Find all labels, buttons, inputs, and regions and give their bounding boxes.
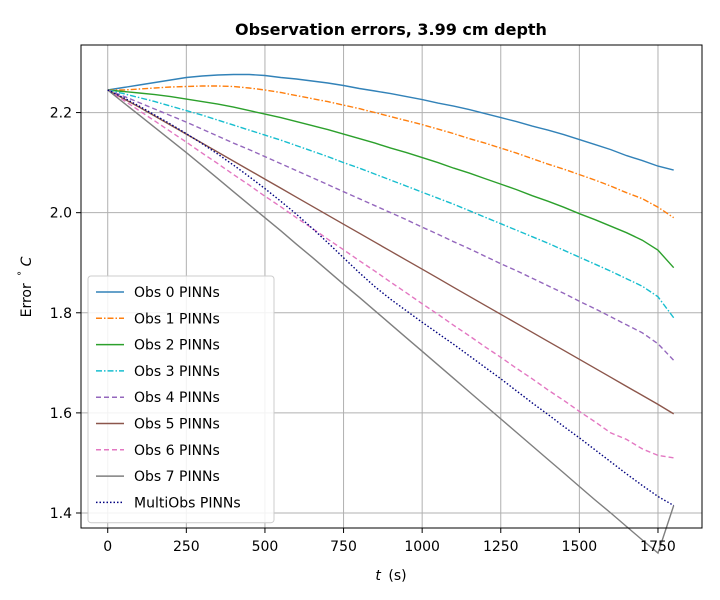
legend-label: Obs 7 PINNs bbox=[134, 469, 220, 485]
series-line-1 bbox=[107, 85, 675, 219]
x-tick-label: 1000 bbox=[404, 539, 440, 555]
plot-frame bbox=[80, 44, 703, 529]
legend-label: Obs 6 PINNs bbox=[134, 443, 220, 459]
legend-label: Obs 2 PINNs bbox=[134, 338, 220, 354]
x-tick-label: 1750 bbox=[640, 539, 676, 555]
series-line-8 bbox=[107, 89, 675, 507]
y-tick-label: 2.2 bbox=[50, 106, 72, 122]
legend-label: Obs 3 PINNs bbox=[134, 364, 220, 380]
y-tick-label: 1.4 bbox=[50, 506, 72, 522]
y-axis-title: Error bbox=[19, 283, 35, 317]
series-line-2 bbox=[107, 89, 675, 269]
series-line-6 bbox=[107, 89, 674, 459]
y-tick-label: 1.6 bbox=[50, 406, 72, 422]
series-line-0 bbox=[107, 73, 674, 171]
y-tick-label: 1.8 bbox=[50, 306, 72, 322]
x-tick-label: 500 bbox=[252, 539, 279, 555]
x-axis-variable: t bbox=[375, 568, 381, 584]
legend-label: Obs 4 PINNs bbox=[134, 390, 220, 406]
y-axis-unit: C bbox=[19, 256, 35, 266]
y-axis-degree: ° bbox=[17, 271, 28, 276]
series-line-7 bbox=[107, 89, 675, 555]
y-tick-label: 2.0 bbox=[50, 206, 72, 222]
x-tick-label: 250 bbox=[173, 539, 200, 555]
x-axis: 0 250 500 750 1000 1250 1500 1750 bbox=[103, 528, 676, 555]
x-tick-label: 750 bbox=[330, 539, 357, 555]
x-tick-label: 1250 bbox=[483, 539, 519, 555]
series-line-4 bbox=[107, 89, 675, 361]
series-line-3 bbox=[107, 89, 675, 319]
legend: Obs 0 PINNs Obs 1 PINNs Obs 2 PINNs Obs 3 P… bbox=[87, 275, 275, 524]
series-line-5 bbox=[107, 89, 675, 415]
series-layer bbox=[107, 73, 675, 555]
x-tick-label: 0 bbox=[103, 539, 112, 555]
legend-box bbox=[87, 275, 275, 524]
x-axis-unit: (s) bbox=[388, 568, 406, 584]
legend-label: Obs 1 PINNs bbox=[134, 311, 220, 327]
y-axis-label: Error ° C bbox=[13, 256, 35, 317]
chart-title: Observation errors, 3.99 cm depth bbox=[235, 20, 547, 39]
x-tick-label: 1500 bbox=[562, 539, 598, 555]
legend-label: Obs 0 PINNs bbox=[134, 285, 220, 301]
x-axis-label: t (s) bbox=[375, 568, 406, 584]
legend-label: MultiObs PINNs bbox=[134, 495, 241, 511]
y-axis: 1.4 1.6 1.8 2.0 2.2 bbox=[50, 106, 81, 522]
legend-label: Obs 5 PINNs bbox=[134, 417, 220, 433]
